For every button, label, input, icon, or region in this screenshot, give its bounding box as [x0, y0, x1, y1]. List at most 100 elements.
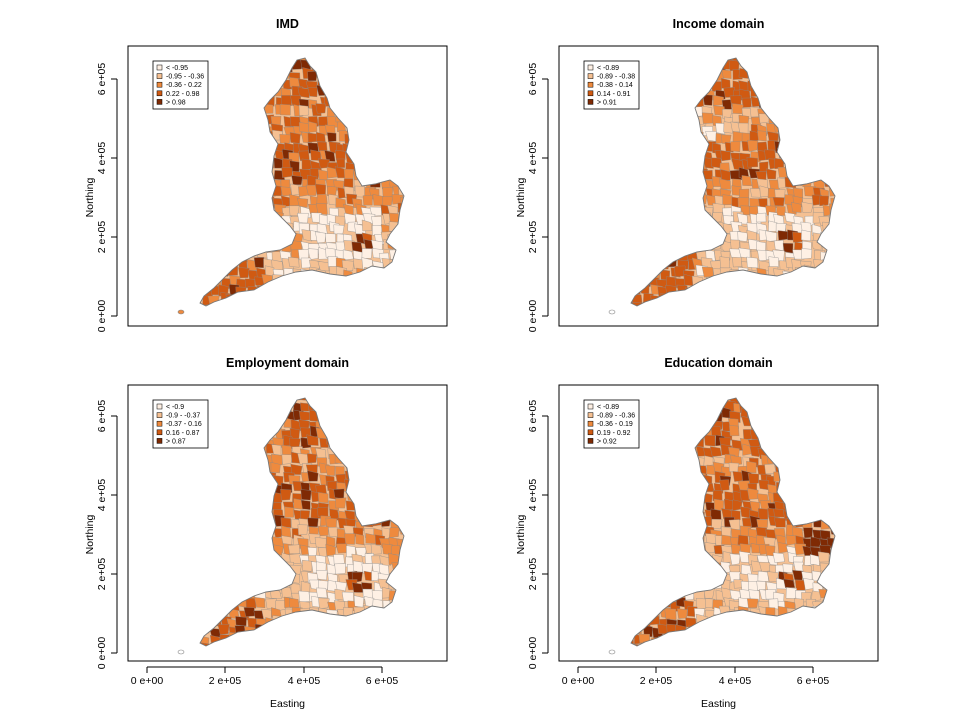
- district: [667, 446, 678, 459]
- district: [200, 562, 201, 572]
- district: [334, 429, 345, 440]
- district: [829, 213, 835, 225]
- district: [812, 279, 824, 291]
- district: [292, 305, 304, 306]
- legend-swatch: [587, 90, 594, 97]
- legend-label: 0.16 - 0.87: [166, 430, 200, 437]
- district: [237, 515, 248, 527]
- district: [281, 572, 293, 585]
- district: [666, 541, 678, 554]
- district: [216, 489, 229, 499]
- district: [209, 58, 221, 64]
- district: [810, 167, 822, 179]
- district: [802, 608, 815, 620]
- district: [697, 301, 708, 306]
- district: [668, 156, 680, 169]
- district: [720, 169, 731, 182]
- district: [776, 426, 789, 438]
- district: [773, 448, 785, 459]
- district: [208, 143, 221, 155]
- district: [631, 510, 634, 522]
- district: [821, 606, 833, 617]
- district: [631, 474, 635, 486]
- district: [371, 398, 382, 409]
- district: [648, 244, 658, 255]
- legend-label: > 0.91: [597, 99, 617, 106]
- district: [354, 429, 366, 441]
- district: [665, 415, 678, 428]
- district: [209, 268, 221, 281]
- district: [254, 641, 265, 646]
- district: [370, 427, 381, 439]
- district: [362, 150, 373, 162]
- district: [352, 79, 364, 90]
- district: [792, 96, 804, 108]
- district: [777, 115, 790, 127]
- district: [713, 628, 725, 639]
- y-tick-label: 6 e+05: [96, 400, 108, 433]
- district: [658, 58, 669, 62]
- district: [659, 425, 671, 437]
- district: [649, 410, 660, 423]
- district: [749, 633, 761, 644]
- district: [297, 213, 309, 224]
- district: [373, 287, 385, 298]
- district: [810, 447, 821, 460]
- district: [631, 180, 642, 191]
- legend-swatch: [156, 412, 163, 418]
- district: [282, 63, 293, 74]
- district: [316, 141, 328, 152]
- district: [300, 624, 313, 635]
- district: [219, 58, 231, 63]
- district: [651, 552, 662, 564]
- district: [228, 176, 240, 188]
- district: [767, 417, 779, 427]
- district: [631, 203, 633, 216]
- district: [710, 286, 723, 298]
- district: [217, 446, 229, 457]
- district: [792, 132, 803, 144]
- district: [756, 519, 769, 529]
- legend-label: > 0.98: [166, 99, 186, 106]
- district: [828, 471, 835, 484]
- district: [829, 437, 835, 449]
- district: [678, 77, 689, 88]
- district: [200, 166, 204, 179]
- district: [665, 223, 677, 235]
- district: [821, 498, 833, 510]
- district: [264, 77, 274, 88]
- district: [227, 510, 238, 522]
- district: [253, 553, 264, 565]
- district: [227, 166, 238, 177]
- district: [746, 256, 759, 269]
- district: [200, 501, 205, 513]
- district: [801, 98, 814, 110]
- district: [262, 642, 273, 646]
- district: [211, 147, 224, 160]
- district: [270, 462, 281, 474]
- district: [370, 81, 381, 91]
- district: [679, 151, 691, 162]
- district: [693, 152, 705, 163]
- district: [361, 248, 373, 259]
- district: [236, 149, 247, 161]
- district: [389, 643, 402, 646]
- district: [230, 78, 241, 89]
- district: [711, 58, 722, 63]
- district: [631, 170, 635, 181]
- district: [794, 78, 807, 90]
- district: [758, 113, 770, 124]
- district: [703, 455, 714, 467]
- district: [361, 624, 374, 635]
- district: [246, 204, 256, 215]
- district: [373, 170, 384, 181]
- district: [327, 645, 338, 646]
- district: [334, 453, 346, 465]
- district: [263, 148, 274, 160]
- district: [365, 78, 377, 89]
- district: [324, 233, 336, 243]
- district: [318, 58, 330, 64]
- district: [317, 169, 328, 181]
- district: [218, 597, 229, 609]
- district: [677, 561, 689, 574]
